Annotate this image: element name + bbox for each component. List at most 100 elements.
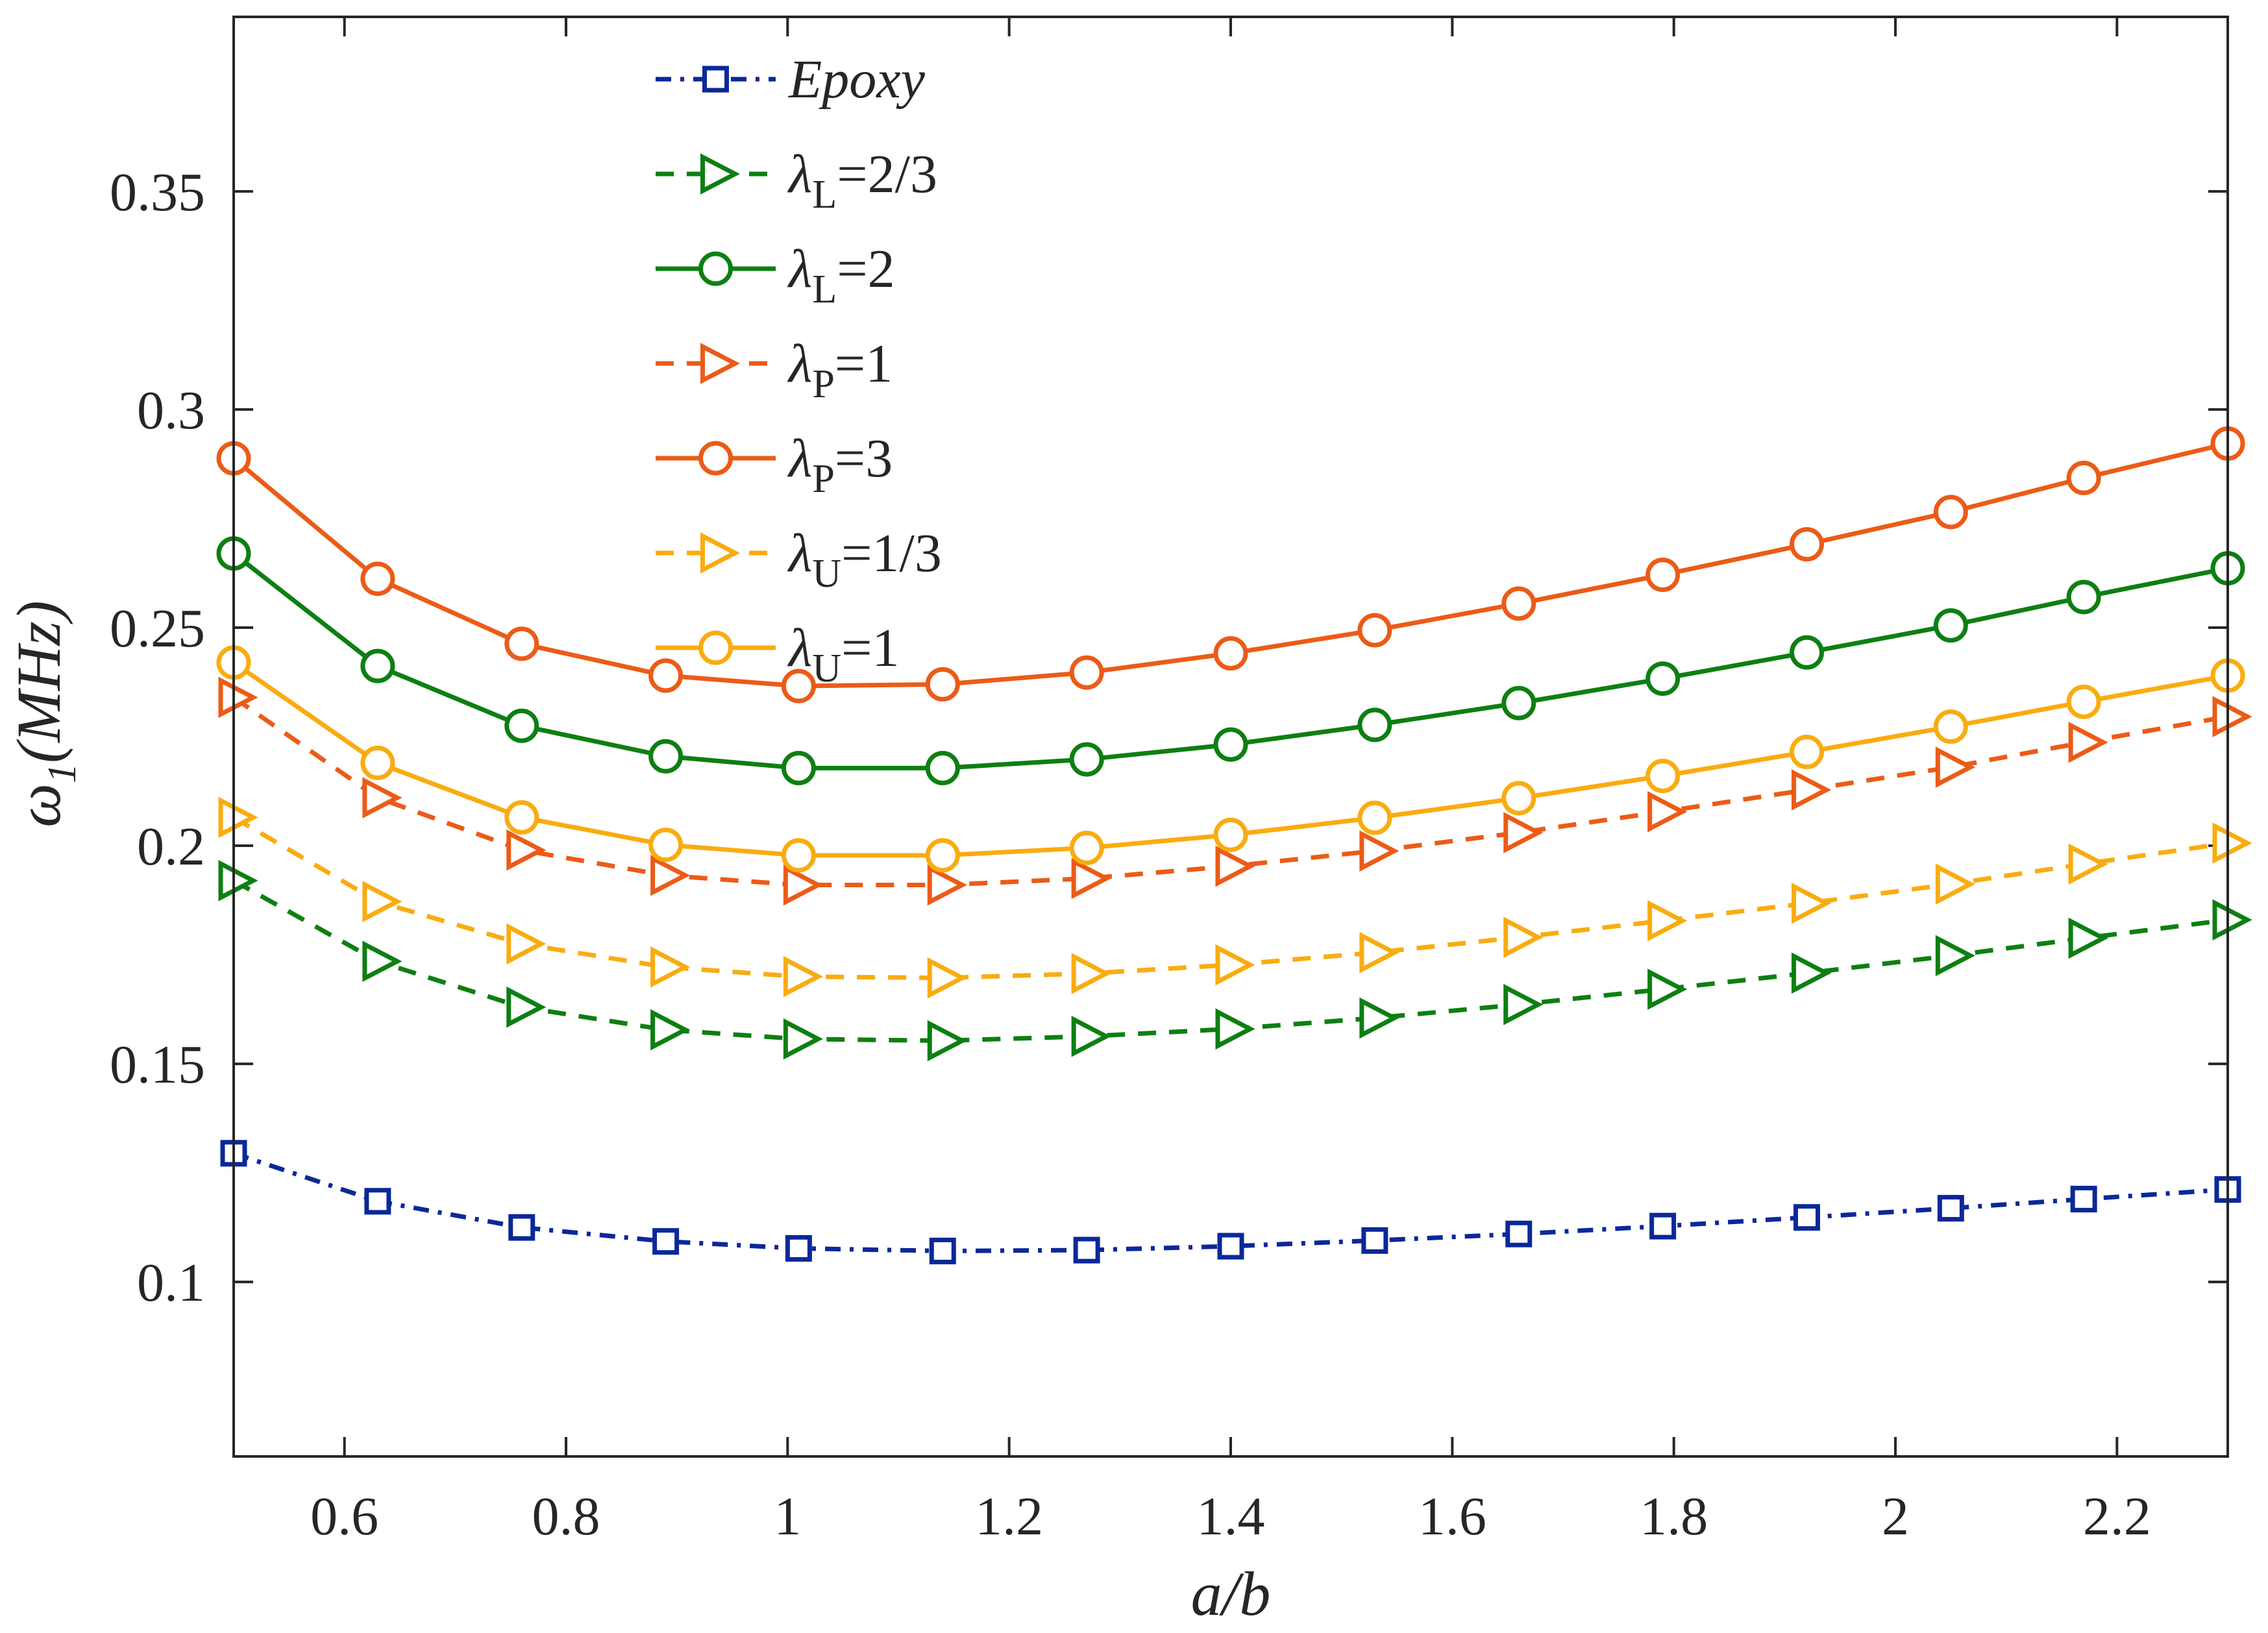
legend-label: λU=1/3 (787, 523, 942, 596)
data-point (648, 658, 684, 693)
legend-subscript: U (812, 646, 841, 691)
data-point (1935, 935, 1975, 977)
series-2 (216, 536, 2245, 785)
axis-ticks (234, 17, 2228, 1456)
legend-suffix: =1/3 (841, 523, 942, 583)
data-point (1361, 1227, 1388, 1254)
data-point (781, 838, 816, 873)
data-point (783, 955, 823, 998)
data-point (929, 1237, 956, 1264)
x-tick-label: 1.6 (1418, 1486, 1486, 1547)
data-point (1935, 746, 1975, 788)
legend-marker (700, 343, 741, 384)
x-tick-label: 2.2 (2083, 1486, 2151, 1547)
data-point (362, 940, 402, 982)
data-point (2068, 721, 2108, 763)
data-point (927, 1020, 967, 1062)
data-point (504, 708, 539, 743)
data-point (1789, 527, 1824, 562)
legend-subscript: P (812, 457, 834, 501)
data-point (1069, 830, 1104, 865)
legend-symbol: λ (787, 428, 812, 489)
series-4 (216, 426, 2245, 704)
data-point (1646, 758, 1681, 793)
data-point (1215, 1008, 1255, 1050)
x-tick-label: 1.2 (975, 1486, 1043, 1547)
data-point (785, 1234, 812, 1262)
data-point (1073, 1236, 1100, 1264)
data-point (1649, 1212, 1677, 1240)
x-tick-label: 1.4 (1197, 1486, 1265, 1547)
legend-marker (698, 630, 733, 665)
data-point (1646, 558, 1681, 593)
data-point (648, 739, 684, 774)
data-point (650, 946, 691, 988)
legend-suffix: =1 (835, 334, 893, 394)
legend-suffix: =2/3 (837, 144, 937, 204)
data-point (1791, 952, 1832, 994)
series-line (232, 1151, 2228, 1253)
data-point (1215, 944, 1255, 986)
legend-symbol: λ (787, 618, 812, 678)
legend-suffix: =2 (837, 239, 894, 299)
data-point (360, 648, 395, 683)
data-point (1359, 830, 1399, 872)
legend-symbol: λ (787, 239, 812, 299)
legend-label: λL=2 (787, 239, 895, 312)
y-tick-label: 0.15 (110, 1035, 205, 1095)
legend-item: λP=1 (656, 334, 893, 406)
plot-frame (232, 16, 2229, 1458)
data-point (781, 669, 816, 704)
data-point (1503, 983, 1544, 1025)
data-point (218, 860, 258, 902)
data-point (362, 777, 402, 818)
series-0 (220, 1140, 2241, 1264)
data-point (1937, 1195, 1964, 1222)
data-point (1935, 863, 1975, 905)
legend-label: Epoxy (788, 49, 926, 110)
series-layer (216, 426, 2252, 1264)
data-point (925, 750, 960, 785)
data-point (1357, 613, 1392, 648)
data-point (925, 838, 960, 873)
data-point (783, 1018, 823, 1060)
data-point (362, 881, 402, 922)
y-tick-label: 0.25 (110, 598, 205, 659)
legend-subscript: L (812, 267, 837, 312)
data-point (1357, 707, 1392, 743)
legend-item: λL=2/3 (656, 144, 937, 217)
legend-subscript: U (812, 552, 841, 596)
data-point (2212, 696, 2252, 737)
legend-item: Epoxy (656, 49, 926, 110)
data-point (650, 1009, 691, 1051)
data-point (1069, 742, 1104, 777)
legend-subscript: L (812, 173, 837, 217)
data-point (927, 957, 967, 999)
data-point (1213, 727, 1248, 762)
data-point (2066, 460, 2101, 495)
legend-symbol: λ (787, 334, 812, 394)
data-point (1213, 636, 1248, 671)
legend-item: λP=3 (656, 428, 893, 501)
y-axis-symbol: ω (4, 783, 73, 828)
data-point (1501, 586, 1536, 621)
series-6 (216, 645, 2245, 873)
data-point (1071, 1015, 1111, 1057)
legend-marker (702, 66, 729, 93)
legend-item: λU=1/3 (656, 523, 942, 596)
data-point (1357, 800, 1392, 835)
data-point (925, 667, 960, 702)
data-point (1647, 968, 1688, 1010)
legend-label: λP=1 (787, 334, 893, 406)
data-point (648, 828, 684, 863)
x-tick-label: 2 (1882, 1486, 1909, 1547)
data-point (1791, 769, 1832, 811)
series-1 (218, 860, 2252, 1062)
y-tick-label: 0.3 (137, 380, 205, 441)
y-axis-label: ω1(MHz) (4, 600, 84, 827)
data-point (2066, 684, 2101, 719)
data-point (1359, 931, 1399, 974)
data-point (2070, 1185, 2097, 1212)
